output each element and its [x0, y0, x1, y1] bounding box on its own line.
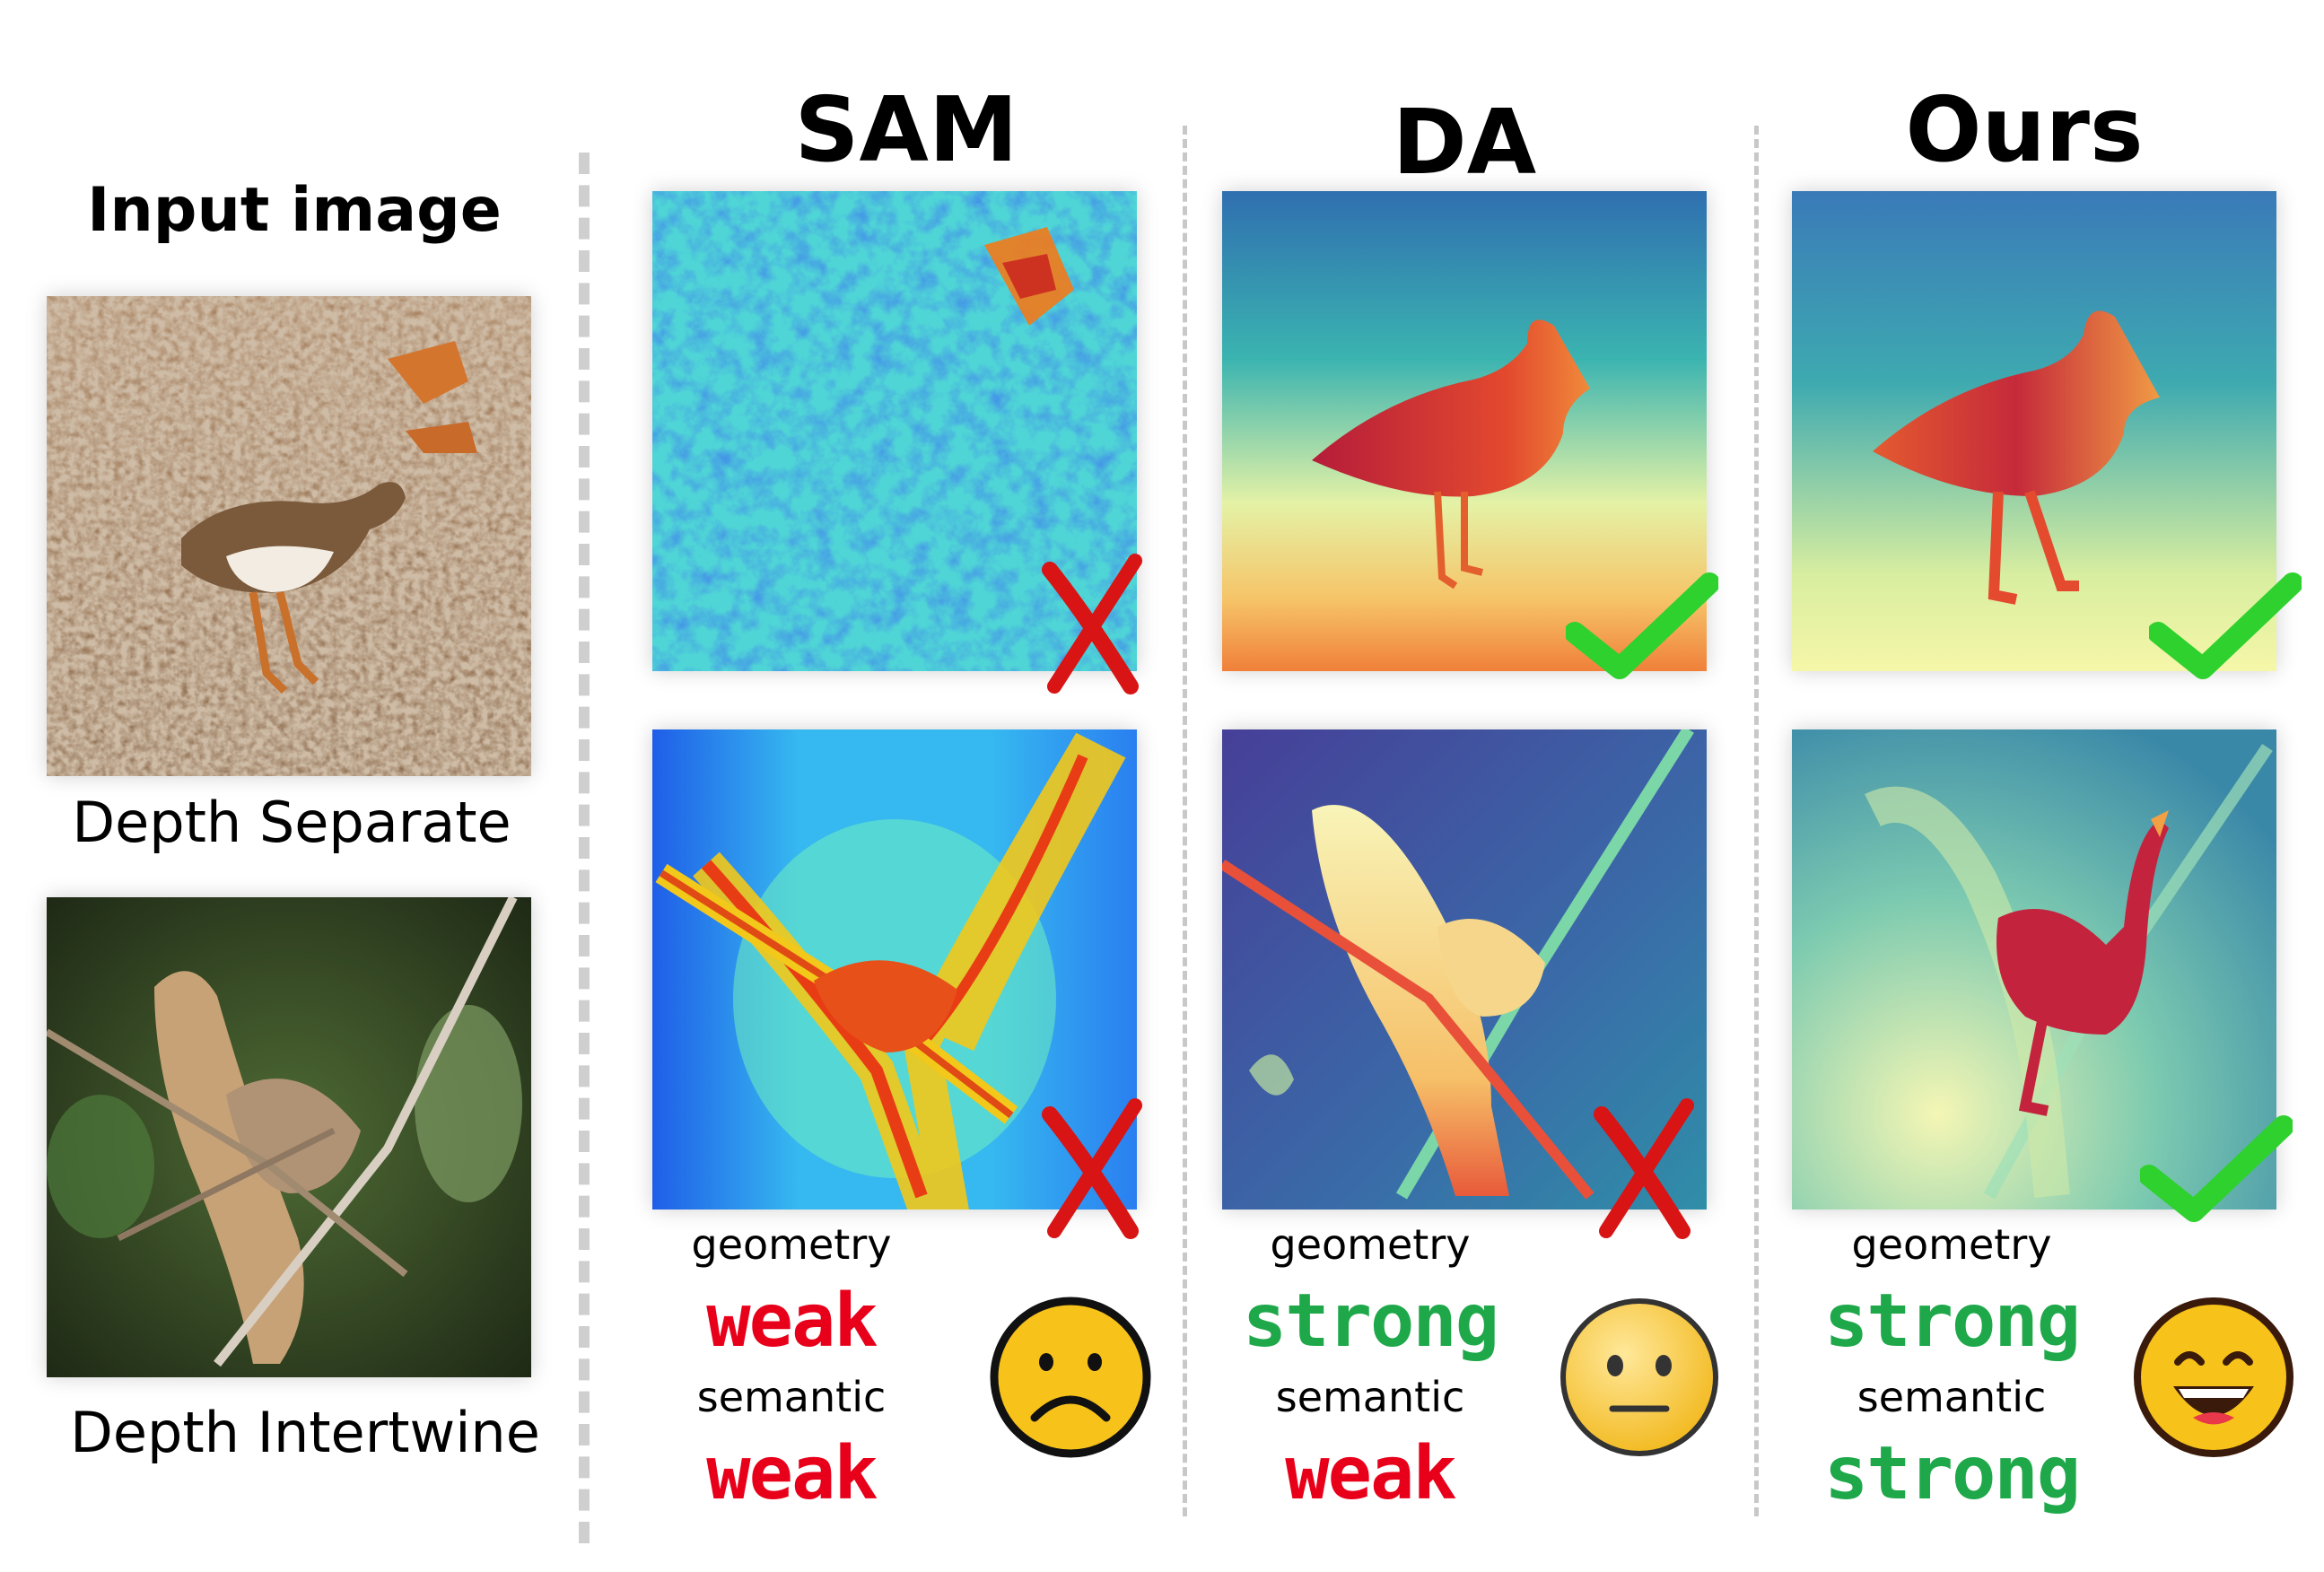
input-image-bird: [47, 296, 531, 776]
da-semantic-value: weak: [1285, 1431, 1456, 1516]
ours-semantic-label: semantic: [1857, 1373, 2047, 1421]
da-column-title: DA: [1392, 90, 1537, 195]
check-icon: [2140, 1115, 2293, 1222]
cross-icon: [1042, 1098, 1142, 1239]
separator-da-ours: [1754, 126, 1759, 1516]
ours-geometry-label: geometry: [1851, 1220, 2052, 1269]
ours-depth-map-bird: [1792, 191, 2276, 671]
neutral-face-icon: [1560, 1298, 1718, 1456]
separator-sam-da: [1183, 126, 1187, 1516]
da-geometry-label: geometry: [1270, 1220, 1471, 1269]
sam-geometry-value: weak: [706, 1279, 878, 1364]
sam-semantic-label: semantic: [696, 1373, 887, 1421]
da-depth-map-bird: [1222, 191, 1707, 671]
sad-face-icon: [990, 1297, 1151, 1458]
ours-geometry-value: strong: [1823, 1279, 2081, 1364]
sam-feature-map-bird: [652, 191, 1137, 671]
da-geometry-value: strong: [1242, 1279, 1499, 1364]
sam-column-title: SAM: [794, 77, 1018, 182]
ours-semantic-value: strong: [1823, 1431, 2081, 1516]
cross-icon: [1594, 1098, 1694, 1239]
input-image-frog: [47, 897, 531, 1377]
separator-input: [579, 153, 590, 1543]
ours-depth-map-frog: [1792, 729, 2276, 1210]
check-icon: [2149, 572, 2302, 679]
da-semantic-label: semantic: [1275, 1373, 1465, 1421]
check-icon: [1566, 572, 1718, 679]
da-depth-map-frog: [1222, 729, 1707, 1210]
ours-column-title: Ours: [1905, 77, 2144, 182]
caption-depth-separate: Depth Separate: [72, 790, 511, 855]
caption-depth-intertwine: Depth Intertwine: [70, 1400, 540, 1465]
cross-icon: [1042, 554, 1142, 694]
happy-face-icon: [2134, 1297, 2293, 1457]
input-image-title: Input image: [87, 175, 502, 246]
sam-semantic-value: weak: [706, 1431, 878, 1516]
sam-geometry-label: geometry: [691, 1220, 892, 1269]
